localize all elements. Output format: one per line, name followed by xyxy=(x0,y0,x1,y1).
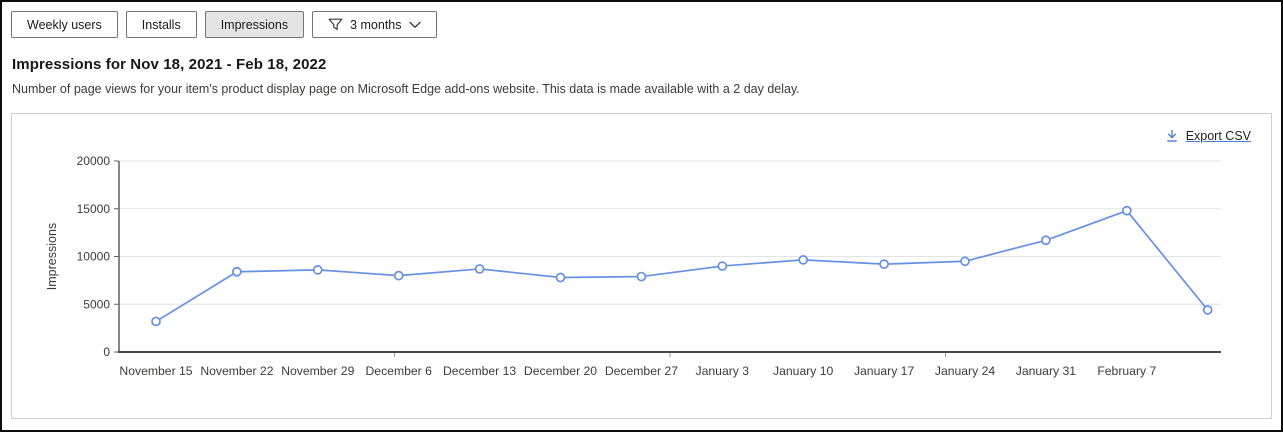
export-csv-link[interactable]: Export CSV xyxy=(1165,129,1251,143)
svg-text:December 6: December 6 xyxy=(366,364,433,378)
svg-text:January 10: January 10 xyxy=(773,364,834,378)
impressions-button[interactable]: Impressions xyxy=(204,11,305,38)
weekly-users-button[interactable]: Weekly users xyxy=(11,11,118,38)
chevron-down-icon xyxy=(408,21,421,29)
svg-text:Impressions: Impressions xyxy=(45,223,59,290)
svg-text:February 7: February 7 xyxy=(1097,364,1156,378)
svg-text:January 31: January 31 xyxy=(1016,364,1077,378)
svg-text:December 20: December 20 xyxy=(524,364,597,378)
svg-text:November 22: November 22 xyxy=(200,364,273,378)
svg-text:10000: 10000 xyxy=(77,250,111,264)
svg-text:0: 0 xyxy=(103,345,110,359)
metric-toolbar: Weekly users Installs Impressions 3 mont… xyxy=(11,11,437,38)
time-range-filter-button[interactable]: 3 months xyxy=(312,11,437,38)
svg-text:November 29: November 29 xyxy=(281,364,354,378)
svg-text:December 13: December 13 xyxy=(443,364,516,378)
page-subtitle: Number of page views for your item's pro… xyxy=(12,82,800,96)
svg-text:December 27: December 27 xyxy=(605,364,678,378)
svg-text:January 17: January 17 xyxy=(854,364,915,378)
installs-button[interactable]: Installs xyxy=(125,11,197,38)
svg-text:5000: 5000 xyxy=(83,297,110,311)
chart-panel: Export CSV 0 5000 10000 15000 20000 Impressio… xyxy=(11,113,1272,419)
impressions-line-chart: 0 5000 10000 15000 20000 Impressions November … xyxy=(45,154,1221,378)
page-title: Impressions for Nov 18, 2021 - Feb 18, 2… xyxy=(12,56,327,73)
export-csv-label: Export CSV xyxy=(1185,129,1251,143)
filter-funnel-icon xyxy=(328,18,343,32)
svg-text:November 15: November 15 xyxy=(119,364,192,378)
svg-text:20000: 20000 xyxy=(77,154,111,168)
time-range-label: 3 months xyxy=(350,17,402,32)
svg-text:15000: 15000 xyxy=(77,202,111,216)
svg-text:January 24: January 24 xyxy=(935,364,996,378)
svg-text:January 3: January 3 xyxy=(696,364,750,378)
download-icon xyxy=(1165,129,1179,143)
